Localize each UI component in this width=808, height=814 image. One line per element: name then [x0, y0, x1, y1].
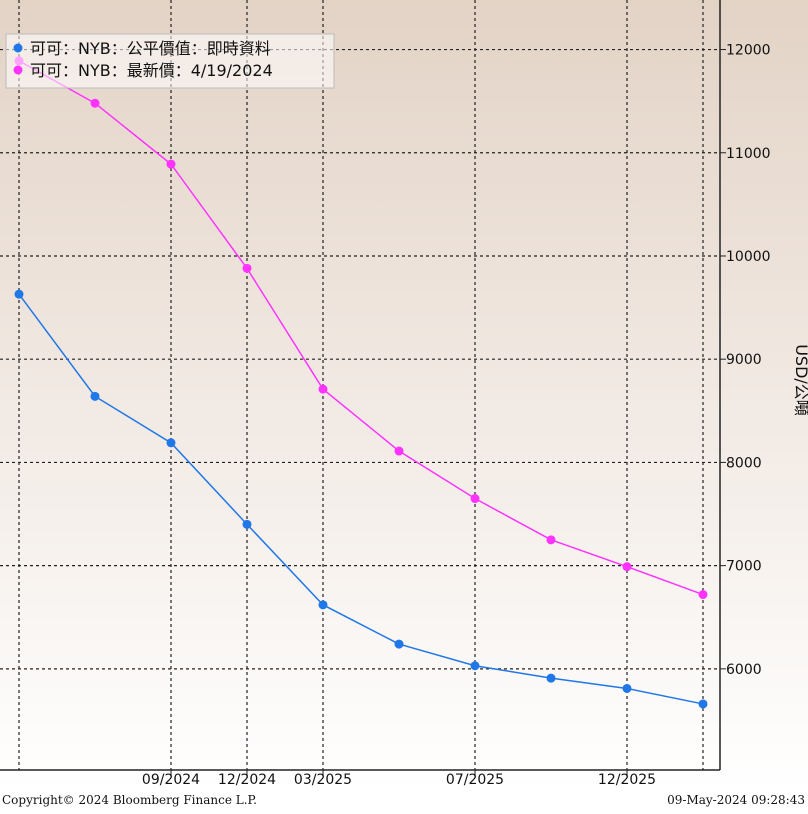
series-line [18, 293, 704, 705]
legend-box [5, 33, 335, 89]
data-point [622, 562, 632, 572]
data-point [698, 590, 708, 600]
data-point [90, 391, 100, 401]
data-point [622, 683, 632, 693]
legend-label: 可可：NYB：最新價：4/19/2024 [30, 61, 273, 80]
data-point [318, 600, 328, 610]
y-tick-label: 11000 [726, 146, 771, 162]
background [0, 0, 808, 790]
x-tick-label: 12/2025 [598, 772, 656, 788]
y-tick-label: 12000 [726, 43, 771, 59]
data-point [14, 289, 24, 299]
x-tick-label: 12/2024 [218, 772, 276, 788]
y-tick-label: 6000 [726, 662, 762, 678]
data-point [90, 98, 100, 108]
data-point [546, 673, 556, 683]
footer-right: 09-May-2024 09:28:43 [667, 793, 805, 807]
data-point [470, 494, 480, 504]
footer-left: Copyright© 2024 Bloomberg Finance L.P. [2, 793, 257, 807]
y-axis-title: USD/公噸 [792, 344, 808, 416]
data-point [394, 639, 404, 649]
y-tick-label: 7000 [726, 559, 762, 575]
data-point [394, 446, 404, 456]
x-tick-label: 03/2025 [294, 772, 352, 788]
data-point [242, 519, 252, 529]
data-point [166, 438, 176, 448]
legend-label: 可可：NYB：公平價值：即時資料 [30, 39, 271, 58]
legend-marker [13, 65, 23, 75]
legend-marker [13, 43, 23, 53]
y-tick-label: 8000 [726, 455, 762, 471]
x-tick-label: 09/2024 [142, 772, 200, 788]
y-tick-label: 9000 [726, 352, 762, 368]
y-tick-label: 10000 [726, 249, 771, 265]
data-point [242, 263, 252, 273]
data-point [318, 384, 328, 394]
data-point [166, 159, 176, 169]
data-point [698, 699, 708, 709]
data-point [546, 535, 556, 545]
series-line [18, 60, 704, 596]
x-tick-label: 07/2025 [446, 772, 504, 788]
data-point [470, 661, 480, 671]
